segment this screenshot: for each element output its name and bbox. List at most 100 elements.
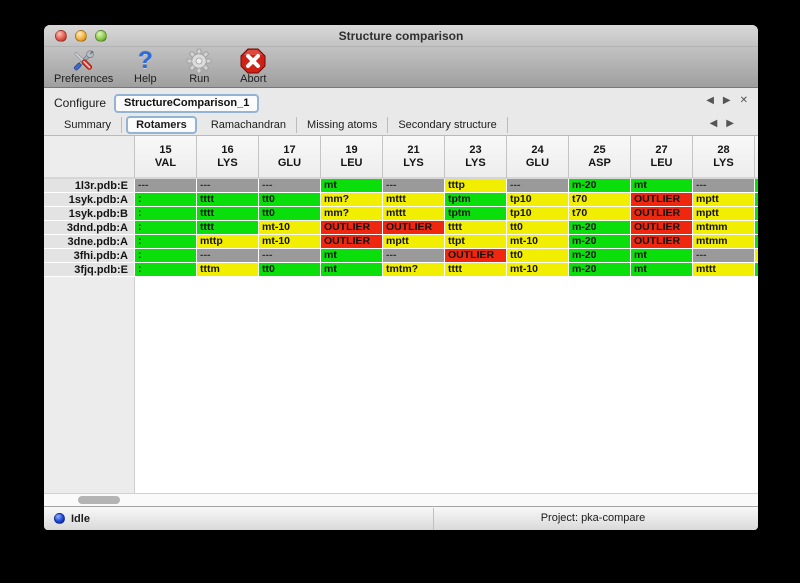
column-header-16[interactable]: 16 LYS (197, 136, 259, 179)
scrollbar-thumb[interactable] (78, 496, 120, 504)
rotamer-cell[interactable]: --- (383, 249, 445, 263)
column-header-28[interactable]: 28 LYS (693, 136, 755, 179)
rotamer-cell[interactable]: tt0 (259, 263, 321, 277)
rotamer-cell[interactable]: tttt (197, 193, 259, 207)
rotamer-cell-clipped[interactable]: m (755, 235, 758, 249)
column-header-24[interactable]: 24 GLU (507, 136, 569, 179)
rotamer-cell[interactable]: ttpt (445, 235, 507, 249)
rotamer-cell[interactable]: mt (321, 263, 383, 277)
configure-instance-tab[interactable]: StructureComparison_1 (114, 93, 260, 113)
rotamer-cell[interactable]: OUTLIER (321, 221, 383, 235)
rotamer-cell[interactable]: tptm (445, 207, 507, 221)
rotamer-cell[interactable]: tttt (445, 221, 507, 235)
rotamer-cell[interactable]: --- (197, 249, 259, 263)
rotamer-cell[interactable]: tttm (197, 263, 259, 277)
rotamer-cell[interactable]: --- (693, 179, 755, 193)
rotamer-cell[interactable]: : (135, 249, 197, 263)
prev-config-button[interactable]: ◀ (706, 95, 714, 106)
row-label-3fjq-pdb-e[interactable]: 3fjq.pdb:E (44, 263, 135, 277)
column-header-25[interactable]: 25 ASP (569, 136, 631, 179)
rotamer-cell[interactable]: m-20 (569, 235, 631, 249)
rotamer-cell[interactable]: mt-10 (507, 263, 569, 277)
row-label-1l3r-pdb-e[interactable]: 1l3r.pdb:E (44, 179, 135, 193)
rotamer-cell-clipped[interactable]: m (755, 179, 758, 193)
rotamer-cell[interactable]: OUTLIER (631, 221, 693, 235)
rotamer-cell[interactable]: mt-10 (259, 221, 321, 235)
rotamer-cell[interactable]: mt-10 (259, 235, 321, 249)
rotamer-cell[interactable]: --- (259, 249, 321, 263)
rotamer-cell[interactable]: --- (259, 179, 321, 193)
rotamer-cell[interactable]: mt (321, 249, 383, 263)
rotamer-cell[interactable]: : (135, 221, 197, 235)
row-label-3fhi-pdb-a[interactable]: 3fhi.pdb:A (44, 249, 135, 263)
close-button[interactable] (55, 30, 67, 42)
run-button[interactable]: Run (177, 48, 221, 85)
rotamer-cell[interactable]: --- (507, 179, 569, 193)
tab-missing-atoms[interactable]: Missing atoms (297, 116, 389, 133)
rotamer-cell[interactable]: mt-10 (507, 235, 569, 249)
rotamer-cell[interactable]: mt (321, 179, 383, 193)
preferences-button[interactable]: Preferences (54, 48, 113, 85)
column-header-27[interactable]: 27 LEU (631, 136, 693, 179)
rotamer-cell[interactable]: OUTLIER (631, 235, 693, 249)
rotamer-cell-clipped[interactable]: m (755, 249, 758, 263)
rotamer-cell[interactable]: --- (197, 179, 259, 193)
horizontal-scrollbar[interactable] (44, 493, 758, 506)
rotamer-cell-clipped[interactable]: m (755, 207, 758, 221)
rotamer-cell[interactable]: tmtm? (383, 263, 445, 277)
rotamer-cell[interactable]: mptt (693, 193, 755, 207)
column-header-15[interactable]: 15 VAL (135, 136, 197, 179)
rotamer-cell[interactable]: OUTLIER (383, 221, 445, 235)
rotamer-cell[interactable]: tttt (197, 221, 259, 235)
rotamer-cell[interactable]: m-20 (569, 249, 631, 263)
next-tab-button[interactable]: ▶ (726, 118, 734, 129)
rotamer-cell[interactable]: mt (631, 263, 693, 277)
minimize-button[interactable] (75, 30, 87, 42)
rotamer-cell[interactable]: mttp (197, 235, 259, 249)
rotamer-cell[interactable]: --- (693, 249, 755, 263)
row-label-1syk-pdb-b[interactable]: 1syk.pdb:B (44, 207, 135, 221)
rotamer-cell[interactable]: mm? (321, 207, 383, 221)
rotamer-cell[interactable]: tptm (445, 193, 507, 207)
rotamer-cell[interactable]: : (135, 207, 197, 221)
help-button[interactable]: ? Help (123, 48, 167, 86)
tab-rotamers[interactable]: Rotamers (126, 115, 197, 134)
abort-button[interactable]: Abort (231, 48, 275, 85)
rotamer-cell[interactable]: OUTLIER (631, 193, 693, 207)
tab-secondary-structure[interactable]: Secondary structure (388, 116, 508, 133)
column-header-21[interactable]: 21 LYS (383, 136, 445, 179)
row-label-3dne-pdb-a[interactable]: 3dne.pdb:A (44, 235, 135, 249)
tab-summary[interactable]: Summary (54, 116, 123, 133)
rotamer-cell[interactable]: mt (631, 249, 693, 263)
rotamer-cell[interactable]: mtmm (693, 221, 755, 235)
rotamer-cell[interactable]: tp10 (507, 193, 569, 207)
rotamer-cell-clipped[interactable]: m (755, 193, 758, 207)
rotamer-cell[interactable]: : (135, 263, 197, 277)
rotamer-cell-clipped[interactable]: m (755, 221, 758, 235)
rotamer-cell[interactable]: tp10 (507, 207, 569, 221)
rotamer-cell[interactable]: tt0 (507, 221, 569, 235)
tab-ramachandran[interactable]: Ramachandran (201, 116, 298, 133)
column-header-17[interactable]: 17 GLU (259, 136, 321, 179)
rotamer-cell[interactable]: OUTLIER (321, 235, 383, 249)
rotamer-cell[interactable]: : (135, 193, 197, 207)
title-bar[interactable]: Structure comparison (44, 25, 758, 47)
rotamer-cell[interactable]: mttt (383, 207, 445, 221)
row-label-3dnd-pdb-a[interactable]: 3dnd.pdb:A (44, 221, 135, 235)
rotamer-cell[interactable]: --- (383, 179, 445, 193)
rotamer-cell[interactable]: m-20 (569, 221, 631, 235)
close-config-button[interactable]: ✕ (739, 95, 748, 106)
rotamer-cell[interactable]: mm? (321, 193, 383, 207)
rotamer-cell[interactable]: m-20 (569, 179, 631, 193)
row-label-1syk-pdb-a[interactable]: 1syk.pdb:A (44, 193, 135, 207)
rotamer-cell[interactable]: tttt (197, 207, 259, 221)
rotamer-cell[interactable]: tt0 (259, 207, 321, 221)
rotamer-cell[interactable]: mtmm (693, 235, 755, 249)
next-config-button[interactable]: ▶ (722, 95, 731, 106)
rotamer-cell[interactable]: mt (631, 179, 693, 193)
zoom-button[interactable] (95, 30, 107, 42)
column-header-23[interactable]: 23 LYS (445, 136, 507, 179)
rotamer-cell[interactable]: tttp (445, 179, 507, 193)
rotamer-cell[interactable]: t70 (569, 193, 631, 207)
column-header-19[interactable]: 19 LEU (321, 136, 383, 179)
